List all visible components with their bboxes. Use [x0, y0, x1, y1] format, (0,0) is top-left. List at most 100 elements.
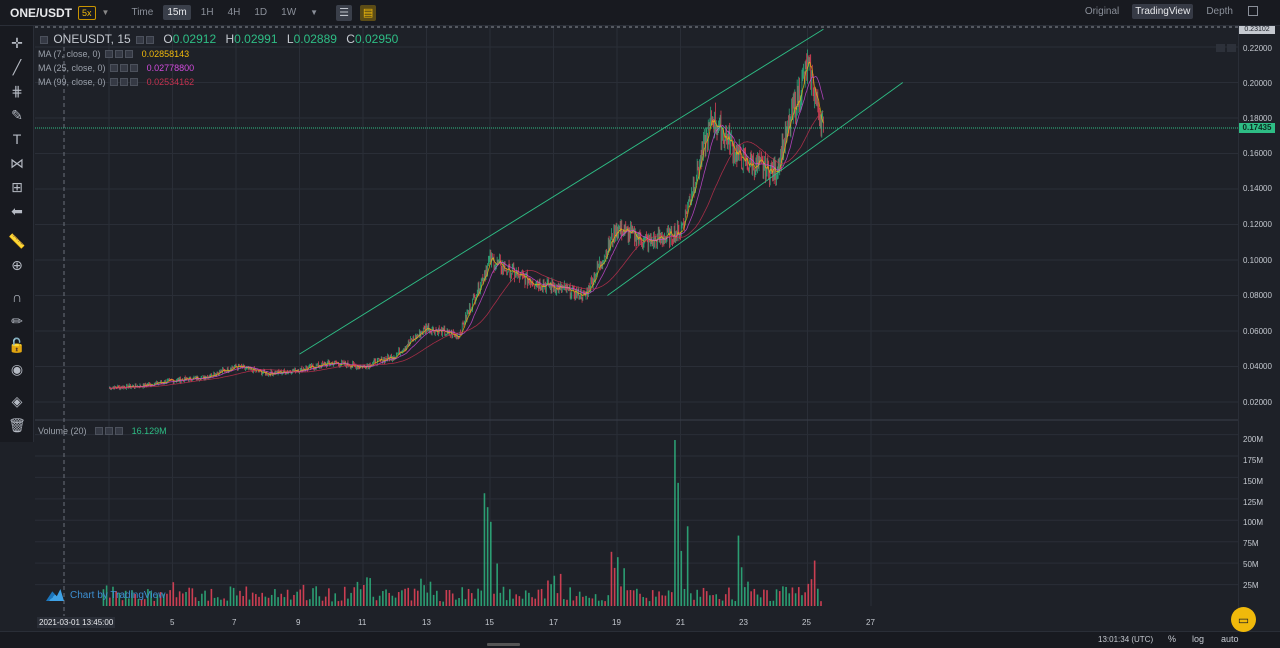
- price-scale[interactable]: 0.23102 0.22000 0.20000 0.18000 0.17435 …: [1238, 26, 1280, 632]
- volume-bar: [486, 507, 489, 606]
- chat-support-button[interactable]: ▭: [1231, 607, 1256, 632]
- ma99-settings-icon[interactable]: [110, 78, 119, 86]
- collapse-toggle-icon[interactable]: [40, 36, 48, 44]
- time-axis[interactable]: 3 5 7 9 11 13 15 17 19 21 23 25 27 2021-…: [35, 617, 1238, 631]
- volume-bar: [347, 598, 349, 606]
- settings-icon[interactable]: [136, 36, 145, 44]
- volume-bar: [594, 594, 597, 606]
- volume-bar: [109, 597, 111, 606]
- prediction-tool-icon[interactable]: ⊞: [11, 178, 23, 195]
- brush-icon[interactable]: ✎: [11, 106, 23, 123]
- trash-icon[interactable]: 🗑: [8, 416, 26, 433]
- volume-bar: [251, 592, 254, 606]
- pattern-tool-icon[interactable]: ⋈: [10, 154, 24, 171]
- volume-settings-icon[interactable]: [95, 427, 104, 435]
- volume-hide-icon[interactable]: [105, 427, 114, 435]
- volume-bar: [197, 601, 200, 606]
- volume-bar: [534, 598, 537, 606]
- volume-bar: [131, 590, 133, 606]
- volume-bar: [769, 600, 771, 606]
- volume-bar: [277, 597, 279, 606]
- view-original[interactable]: Original: [1084, 6, 1120, 17]
- percent-toggle[interactable]: %: [1168, 634, 1177, 644]
- price-label: 0.06000: [1243, 327, 1272, 336]
- auto-toggle[interactable]: auto: [1221, 634, 1239, 644]
- view-tradingview[interactable]: TradingView: [1132, 4, 1194, 19]
- volume-bar: [223, 598, 225, 606]
- pane-controls: [1214, 44, 1236, 52]
- volume-bar: [309, 599, 311, 606]
- interval-1h[interactable]: 1H: [200, 7, 214, 18]
- layers-icon[interactable]: ◈: [11, 392, 23, 409]
- volume-bar: [134, 594, 136, 606]
- volume-bar: [683, 588, 686, 606]
- volume-bar: [775, 589, 778, 606]
- ma99-hide-icon[interactable]: [120, 78, 129, 86]
- log-toggle[interactable]: log: [1192, 634, 1205, 644]
- volume-bar: [229, 586, 232, 606]
- interval-15m[interactable]: 15m: [163, 5, 191, 20]
- zoom-in-icon[interactable]: ⊕: [11, 256, 23, 273]
- horizontal-scrollbar[interactable]: [487, 643, 520, 646]
- volume-bar: [553, 575, 556, 606]
- view-depth[interactable]: Depth: [1206, 6, 1233, 17]
- magnet-icon[interactable]: ∩: [11, 289, 23, 305]
- volume-bar: [112, 586, 114, 606]
- pane-maximize-icon[interactable]: [1216, 44, 1225, 52]
- volume-bar: [204, 590, 206, 606]
- symbol-dropdown-icon[interactable]: ▼: [101, 8, 110, 17]
- interval-selector: Time 15m 1H 4H 1D 1W ▼: [127, 5, 328, 20]
- volume-bar: [305, 600, 308, 606]
- interval-1d[interactable]: 1D: [254, 7, 268, 18]
- tradingview-watermark[interactable]: Chart by TradingView: [46, 589, 165, 601]
- text-tool-icon[interactable]: T: [12, 131, 22, 147]
- volume-remove-icon[interactable]: [115, 427, 124, 435]
- time-label: 5: [170, 618, 175, 627]
- volume-bar: [572, 600, 575, 606]
- volume-bar: [642, 597, 644, 606]
- fullscreen-icon[interactable]: [1248, 6, 1258, 16]
- ruler-icon[interactable]: 📏: [8, 232, 26, 249]
- volume-bar: [582, 596, 584, 606]
- volume-bar: [617, 557, 619, 606]
- lock-icon[interactable]: 🔓: [8, 336, 26, 353]
- interval-time[interactable]: Time: [131, 7, 154, 18]
- crosshair-icon[interactable]: ✛: [11, 34, 23, 51]
- ma7-hide-icon[interactable]: [115, 50, 124, 58]
- utc-clock[interactable]: 13:01:34 (UTC): [1098, 635, 1154, 644]
- volume-bar: [216, 597, 219, 606]
- more-intervals-icon[interactable]: ▼: [310, 8, 319, 17]
- chart-svg[interactable]: [35, 26, 1238, 632]
- ma99-remove-icon[interactable]: [130, 78, 139, 86]
- trendline-icon[interactable]: ╱: [12, 58, 22, 75]
- volume-bar: [321, 600, 324, 606]
- volume-bar: [655, 596, 657, 606]
- indicator-settings-icon[interactable]: ☰: [336, 4, 353, 21]
- hide-icon[interactable]: [146, 36, 155, 44]
- time-label: 9: [296, 618, 301, 627]
- volume-bar: [461, 587, 464, 606]
- volume-bar: [813, 560, 816, 606]
- eye-icon[interactable]: ◉: [10, 360, 24, 377]
- volume-bar: [721, 600, 724, 606]
- price-label: 0.22000: [1243, 44, 1272, 53]
- ma7-settings-icon[interactable]: [105, 50, 114, 58]
- ma25-remove-icon[interactable]: [130, 64, 139, 72]
- volume-bar: [556, 593, 559, 606]
- notes-icon[interactable]: ▤: [360, 4, 377, 21]
- volume-bar: [302, 584, 305, 606]
- interval-4h[interactable]: 4H: [227, 7, 241, 18]
- chart-canvas[interactable]: [35, 26, 1238, 632]
- ma7-remove-icon[interactable]: [125, 50, 134, 58]
- volume-scale-label: 150M: [1243, 477, 1264, 486]
- volume-bar: [680, 550, 683, 606]
- ma25-hide-icon[interactable]: [120, 64, 129, 72]
- pane-close-icon[interactable]: [1227, 44, 1236, 52]
- fib-tool-icon[interactable]: ⋕: [11, 82, 23, 99]
- interval-1w[interactable]: 1W: [281, 7, 297, 18]
- back-arrow-icon[interactable]: ⬅: [11, 202, 23, 219]
- ma25-settings-icon[interactable]: [110, 64, 119, 72]
- lock-draw-icon[interactable]: ✏: [11, 312, 23, 329]
- volume-bar: [178, 591, 181, 606]
- symbol-title[interactable]: ONE/USDT: [10, 5, 73, 20]
